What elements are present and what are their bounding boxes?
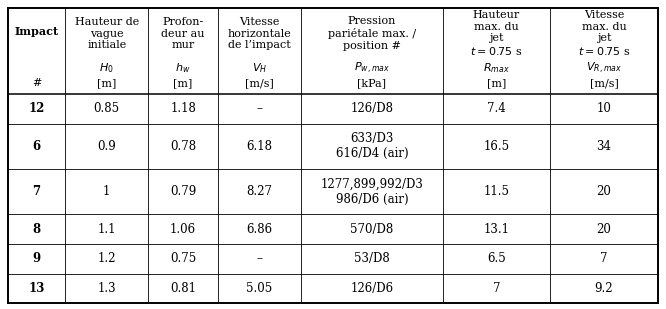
Text: 8: 8 <box>33 222 41 235</box>
Text: 16.5: 16.5 <box>484 140 509 153</box>
Text: 1.18: 1.18 <box>170 102 196 115</box>
Text: 8.27: 8.27 <box>246 185 272 198</box>
Text: Vitesse
max. du
jet
$t = 0.75$ s: Vitesse max. du jet $t = 0.75$ s <box>578 10 630 57</box>
Text: 1.06: 1.06 <box>170 222 196 235</box>
Text: –: – <box>256 252 262 265</box>
Text: 0.78: 0.78 <box>170 140 196 153</box>
Text: 1: 1 <box>103 185 111 198</box>
Text: $V_{R,max}$: $V_{R,max}$ <box>586 61 622 76</box>
Text: 6.18: 6.18 <box>246 140 272 153</box>
Text: [kPa]: [kPa] <box>358 78 386 89</box>
Text: 7.4: 7.4 <box>487 102 506 115</box>
Text: $h_w$: $h_w$ <box>175 61 191 75</box>
Text: 633/D3
616/D4 (air): 633/D3 616/D4 (air) <box>336 132 408 160</box>
Text: 0.85: 0.85 <box>94 102 120 115</box>
Text: 126/D8: 126/D8 <box>350 102 394 115</box>
Text: 53/D8: 53/D8 <box>354 252 390 265</box>
Text: Impact: Impact <box>15 26 59 37</box>
Text: 13: 13 <box>29 282 45 295</box>
Text: [m]: [m] <box>487 78 506 89</box>
Text: 1.2: 1.2 <box>97 252 116 265</box>
Text: Pression
pariétale max. /
position #: Pression pariétale max. / position # <box>328 16 416 51</box>
Text: 11.5: 11.5 <box>484 185 509 198</box>
Text: [m/s]: [m/s] <box>245 78 274 89</box>
Text: –: – <box>256 102 262 115</box>
Text: 7: 7 <box>33 185 41 198</box>
Text: #: # <box>32 78 41 88</box>
Text: 7: 7 <box>493 282 500 295</box>
Text: Hauteur
max. du
jet
$t = 0.75$ s: Hauteur max. du jet $t = 0.75$ s <box>470 10 523 57</box>
Text: 1.1: 1.1 <box>97 222 116 235</box>
Text: 9: 9 <box>33 252 41 265</box>
Text: 13.1: 13.1 <box>484 222 509 235</box>
Text: 7: 7 <box>600 252 608 265</box>
Text: $R_{max}$: $R_{max}$ <box>483 61 510 75</box>
Text: 1277,899,992/D3
986/D6 (air): 1277,899,992/D3 986/D6 (air) <box>320 178 424 205</box>
Text: 34: 34 <box>597 140 611 153</box>
Text: 0.81: 0.81 <box>170 282 196 295</box>
Text: 0.75: 0.75 <box>170 252 196 265</box>
Text: 12: 12 <box>29 102 45 115</box>
Text: [m]: [m] <box>173 78 193 89</box>
Text: [m/s]: [m/s] <box>589 78 619 89</box>
Text: $V_H$: $V_H$ <box>252 61 267 75</box>
Text: 1.3: 1.3 <box>97 282 116 295</box>
Text: $P_{w,max}$: $P_{w,max}$ <box>354 61 390 76</box>
Text: 6.5: 6.5 <box>487 252 506 265</box>
Text: Hauteur de
vague
initiale: Hauteur de vague initiale <box>75 17 139 50</box>
Text: 20: 20 <box>597 222 611 235</box>
Text: [m]: [m] <box>97 78 117 89</box>
Text: 9.2: 9.2 <box>595 282 613 295</box>
Text: 570/D8: 570/D8 <box>350 222 394 235</box>
Text: Vitesse
horizontale
de l’impact: Vitesse horizontale de l’impact <box>228 17 292 50</box>
Text: 0.79: 0.79 <box>170 185 196 198</box>
Text: 20: 20 <box>597 185 611 198</box>
Text: 5.05: 5.05 <box>246 282 272 295</box>
Text: 10: 10 <box>597 102 611 115</box>
Text: Profon-
deur au
mur: Profon- deur au mur <box>161 17 205 50</box>
Text: 6.86: 6.86 <box>246 222 272 235</box>
Text: 126/D6: 126/D6 <box>350 282 394 295</box>
Text: $H_0$: $H_0$ <box>99 61 114 75</box>
Text: 0.9: 0.9 <box>97 140 116 153</box>
Text: 6: 6 <box>33 140 41 153</box>
